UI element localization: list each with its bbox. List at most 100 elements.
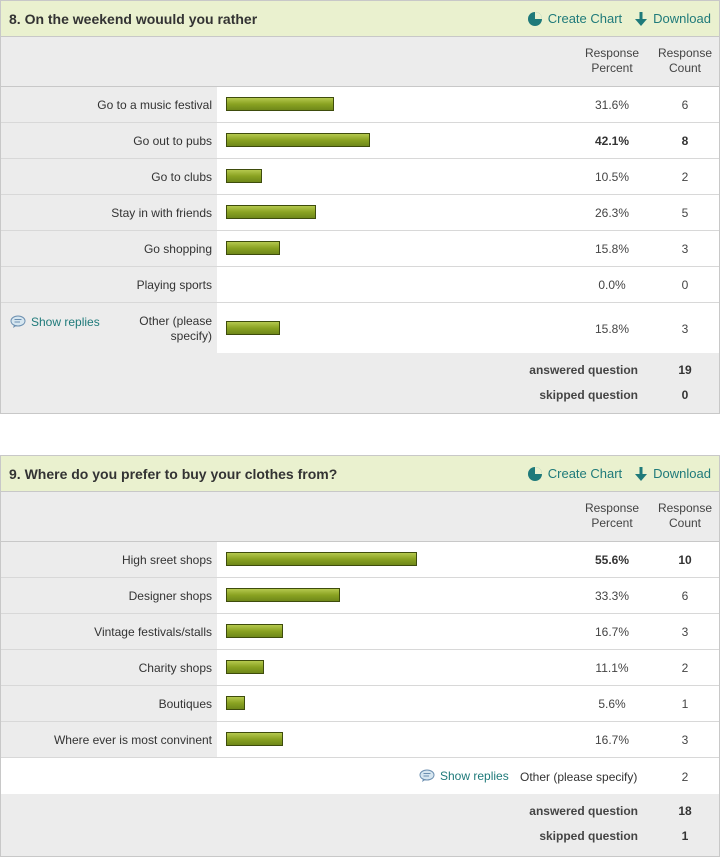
other-specify-label: Other (please specify) xyxy=(520,770,638,784)
response-percent-header: Response Percent xyxy=(584,46,640,75)
answer-label-cell xyxy=(1,650,217,685)
answer-row: Designer shops 33.3% 6 xyxy=(1,578,719,614)
answer-row: Go to clubs 10.5% 2 xyxy=(1,159,719,195)
response-count: 3 xyxy=(681,321,689,336)
summary-area: answered question 18 skipped question 1 xyxy=(1,794,719,856)
other-specify-row: Show replies Other (please specify) 2 xyxy=(1,758,719,795)
question-title: 9. Where do you prefer to buy your cloth… xyxy=(9,465,338,482)
response-percent: 31.6% xyxy=(594,98,630,112)
answer-row: Boutiques 5.6% 1 xyxy=(1,686,719,722)
show-replies-label: Show replies xyxy=(31,315,100,329)
answer-row: High sreet shops 55.6% 10 xyxy=(1,542,719,578)
response-percent: 15.8% xyxy=(594,242,630,256)
speech-bubble-icon xyxy=(10,315,26,328)
answer-row: Where ever is most convinent 16.7% 3 xyxy=(1,722,719,758)
response-bar xyxy=(226,97,334,111)
question-title: 8. On the weekend wouuld you rather xyxy=(9,10,258,27)
answer-label: Playing sports xyxy=(136,277,212,292)
create-chart-button[interactable]: Create Chart xyxy=(527,466,622,482)
answered-question-label: answered question xyxy=(529,804,638,818)
download-label: Download xyxy=(653,466,711,481)
speech-bubble-icon xyxy=(419,769,435,782)
other-specify-count: 2 xyxy=(681,770,689,784)
response-count: 0 xyxy=(681,278,689,292)
question-header: 9. Where do you prefer to buy your cloth… xyxy=(1,456,719,492)
answered-question-count: 18 xyxy=(678,804,692,818)
answer-row: Go out to pubs 42.1% 8 xyxy=(1,123,719,159)
download-button[interactable]: Download xyxy=(634,11,711,27)
answer-label-cell xyxy=(1,686,217,721)
answer-row: Other (please specify) Show replies 15.8% 3 xyxy=(1,303,719,354)
response-percent: 42.1% xyxy=(594,134,630,148)
summary-area: answered question 19 skipped question 0 xyxy=(1,353,719,413)
skipped-question-count: 1 xyxy=(681,829,689,843)
download-button[interactable]: Download xyxy=(634,466,711,482)
answer-label: Designer shops xyxy=(128,588,212,603)
response-bar xyxy=(226,241,280,255)
response-percent: 55.6% xyxy=(594,553,630,567)
show-replies-link[interactable]: Show replies xyxy=(419,769,509,783)
column-header-row: Response Percent Response Count xyxy=(1,492,719,542)
response-count: 8 xyxy=(681,134,689,148)
answer-row: Vintage festivals/stalls 16.7% 3 xyxy=(1,614,719,650)
create-chart-label: Create Chart xyxy=(547,11,623,26)
response-count: 3 xyxy=(681,625,689,639)
response-bar xyxy=(226,205,316,219)
question-header: 8. On the weekend wouuld you rather Crea… xyxy=(1,1,719,37)
skipped-question-label: skipped question xyxy=(539,388,638,402)
answer-label-cell xyxy=(1,722,217,757)
show-replies-link[interactable]: Show replies xyxy=(10,315,100,329)
response-bar xyxy=(226,588,340,602)
response-bar xyxy=(226,552,417,566)
response-bar xyxy=(226,660,264,674)
answer-row: Playing sports 0.0% 0 xyxy=(1,267,719,303)
download-arrow-icon xyxy=(635,466,648,481)
create-chart-button[interactable]: Create Chart xyxy=(527,11,622,27)
answer-label-cell xyxy=(1,614,217,649)
download-arrow-icon xyxy=(635,11,648,26)
response-count: 3 xyxy=(681,242,689,256)
response-bar xyxy=(226,624,283,638)
answer-label: Go to clubs xyxy=(151,169,212,184)
response-percent: 33.3% xyxy=(594,589,630,603)
skipped-question-count: 0 xyxy=(681,388,689,402)
response-count: 5 xyxy=(681,206,689,220)
answered-question-label: answered question xyxy=(529,363,638,377)
create-chart-label: Create Chart xyxy=(547,466,623,481)
response-bar xyxy=(226,732,283,746)
response-percent: 0.0% xyxy=(598,278,626,292)
answer-label-cell xyxy=(1,542,217,577)
response-bar xyxy=(226,169,262,183)
answer-label-cell xyxy=(1,578,217,613)
skipped-question-label: skipped question xyxy=(539,829,638,843)
answer-label-cell xyxy=(1,159,217,194)
response-percent: 5.6% xyxy=(598,697,626,711)
answer-label: Boutiques xyxy=(158,696,212,711)
response-count-header: Response Count xyxy=(657,46,713,75)
question-block-8: 8. On the weekend wouuld you rather Crea… xyxy=(0,0,720,414)
question-block-9: 9. Where do you prefer to buy your cloth… xyxy=(0,455,720,857)
answer-row: Stay in with friends 26.3% 5 xyxy=(1,195,719,231)
show-replies-label: Show replies xyxy=(440,769,509,783)
answer-row: Go shopping 15.8% 3 xyxy=(1,231,719,267)
pie-chart-icon xyxy=(527,466,542,481)
response-bar xyxy=(226,696,245,710)
answer-label-cell xyxy=(1,303,217,353)
response-percent-header: Response Percent xyxy=(584,501,640,530)
answer-label: High sreet shops xyxy=(121,552,212,567)
download-label: Download xyxy=(653,11,711,26)
column-header-row: Response Percent Response Count xyxy=(1,37,719,87)
answer-row: Charity shops 11.1% 2 xyxy=(1,650,719,686)
response-bar xyxy=(226,321,280,335)
response-count: 10 xyxy=(678,553,692,567)
response-percent: 11.1% xyxy=(595,661,629,675)
answer-row: Go to a music festival 31.6% 6 xyxy=(1,87,719,123)
answer-label-cell xyxy=(1,267,217,302)
response-count: 1 xyxy=(681,697,689,711)
answer-label-cell xyxy=(1,195,217,230)
response-count: 6 xyxy=(681,98,689,112)
response-percent: 26.3% xyxy=(594,206,630,220)
response-count-header: Response Count xyxy=(657,501,713,530)
response-count: 3 xyxy=(681,733,689,747)
response-percent: 16.7% xyxy=(594,733,630,747)
